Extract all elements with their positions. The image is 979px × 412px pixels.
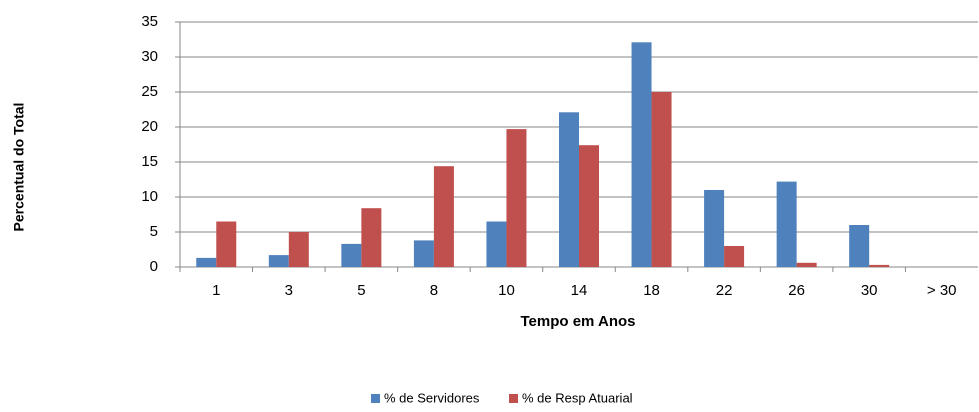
- y-tick-label: 0: [150, 258, 158, 275]
- legend-swatch: [509, 394, 518, 403]
- y-tick-label: 20: [141, 118, 158, 135]
- bar: [433, 166, 454, 267]
- x-tick-label: 18: [643, 282, 660, 299]
- x-tick-label: 14: [571, 282, 588, 299]
- bar: [486, 221, 507, 267]
- bar: [506, 129, 527, 267]
- bar: [651, 92, 672, 267]
- x-tick-label: 8: [430, 282, 438, 299]
- y-axis-title: Percentual do Total: [11, 103, 27, 232]
- bar: [579, 145, 599, 267]
- y-tick-label: 30: [141, 48, 158, 65]
- bar: [196, 257, 217, 267]
- bar: [341, 243, 362, 267]
- legend-label: % de Resp Atuarial: [522, 390, 633, 405]
- x-axis-title: Tempo em Anos: [520, 313, 635, 330]
- bar: [268, 255, 289, 267]
- bar: [361, 208, 382, 267]
- x-tick-label: 30: [861, 282, 878, 299]
- x-tick-label: 1: [212, 282, 220, 299]
- bar: [724, 246, 745, 267]
- y-tick-label: 10: [141, 188, 158, 205]
- x-tick-label: 22: [716, 282, 733, 299]
- bar: [869, 264, 890, 267]
- bar: [776, 181, 797, 267]
- x-tick-label: 26: [788, 282, 805, 299]
- bar: [413, 240, 434, 267]
- x-tick-label: 3: [285, 282, 293, 299]
- legend-swatch: [371, 394, 380, 403]
- x-tick-label: 5: [357, 282, 365, 299]
- legend-label: % de Servidores: [384, 390, 480, 405]
- y-tick-label: 5: [150, 223, 158, 240]
- y-tick-label: 25: [141, 83, 158, 100]
- bar: [559, 112, 579, 267]
- bar: [796, 262, 817, 267]
- bar: [849, 225, 870, 267]
- x-tick-label: 10: [498, 282, 515, 299]
- bar: [631, 42, 652, 267]
- bar: [704, 190, 725, 267]
- x-tick-label: > 30: [927, 282, 957, 299]
- bar: [288, 232, 309, 267]
- bar: [216, 221, 237, 267]
- y-tick-label: 15: [141, 153, 158, 170]
- y-tick-label: 35: [141, 13, 158, 30]
